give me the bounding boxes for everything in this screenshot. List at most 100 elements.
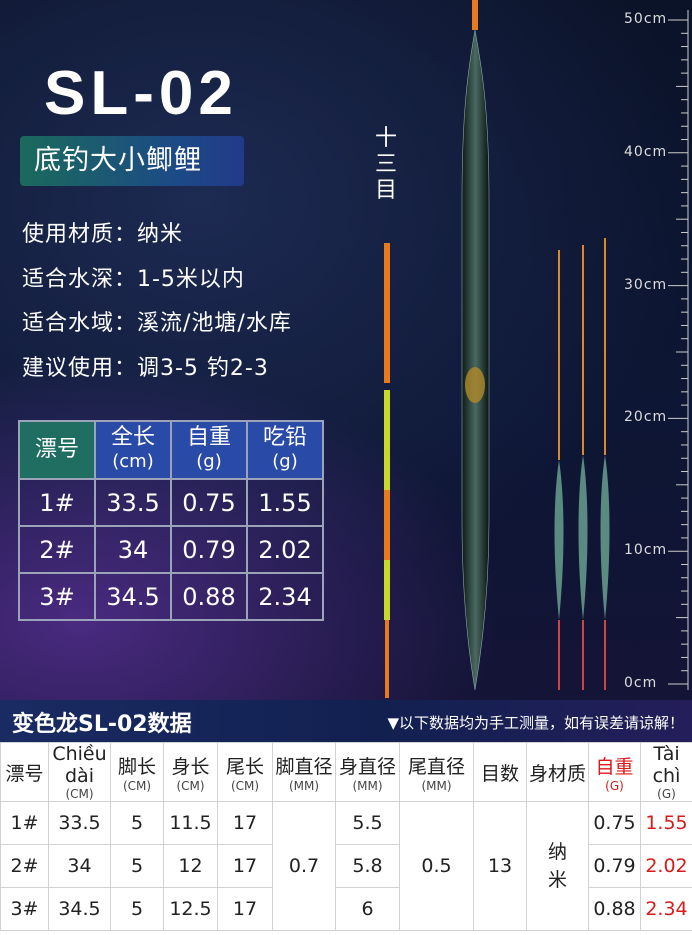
cell: 0.75 (170, 478, 248, 527)
header-unit: (g) (196, 451, 222, 472)
header-cell: 全长 (cm) (94, 420, 172, 480)
spec-line: 适合水深：1-5米以内 (22, 266, 245, 292)
header-label: 身材质 (528, 762, 586, 785)
cell: 1.55 (640, 801, 692, 845)
badge: 底钓大小鲫鲤 (20, 136, 244, 186)
cell: 1# (0, 801, 49, 845)
cell-text: 纳米 (547, 841, 567, 891)
header-unit: (g) (272, 451, 298, 472)
cell: 0.7 (272, 801, 336, 931)
header-unit: (G) (605, 778, 624, 793)
cell: 5.5 (335, 801, 400, 845)
cell: 12.5 (163, 887, 218, 931)
cell: 2.02 (246, 525, 324, 574)
cell: 34 (94, 525, 172, 574)
header-cell: 脚直径 (MM) (272, 742, 336, 802)
header-cell: 身长 (CM) (163, 742, 218, 802)
ruler-label: 0cm (624, 675, 658, 691)
header-label: 尾长 (225, 755, 264, 778)
header-unit: (MM) (288, 778, 320, 793)
cell: 2.34 (640, 887, 692, 931)
cell: 0.79 (170, 525, 248, 574)
cell: 5 (110, 844, 164, 888)
header-cell: 身直径 (MM) (335, 742, 400, 802)
header-label: 脚长 (117, 755, 156, 778)
cell: 5 (110, 887, 164, 931)
header-row: 漂号 全长 (cm) 自重 (g) 吃铅 (g) (18, 420, 324, 480)
cell: 17 (217, 844, 273, 888)
spec-line: 适合水域：溪流/池塘/水库 (22, 311, 292, 336)
banner-title: 变色龙SL-02数据 (12, 712, 192, 737)
cell: 2# (0, 844, 49, 888)
cell: 1# (18, 478, 96, 527)
spec-line: 使用材质：纳米 (22, 222, 184, 247)
header-cell: 目数 (473, 742, 527, 802)
row: 1# 33.5 5 11.5 17 0.7 5.5 0.5 13 纳米 0.75 1.55 (0, 801, 692, 931)
row: 2# 34 5 12 17 5.8 0.79 2.02 (0, 844, 692, 888)
row: 1# 33.5 0.75 1.55 (18, 478, 324, 527)
header-cell: Chiều dài (CM) (48, 742, 111, 802)
header-label: 脚直径 (275, 755, 333, 778)
header-cell: 吃铅 (g) (246, 420, 324, 480)
banner: 变色龙SL-02数据 ▼以下数据均为手工测量，如有误差请谅解！ (0, 700, 692, 742)
hero: SL-02 底钓大小鲫鲤 十三目 使用材质：纳米 适合水深：1-5米以内 适合水域：… (0, 0, 692, 700)
header-label: 身直径 (338, 755, 396, 778)
cell: 纳米 (526, 801, 589, 931)
cell: 34 (48, 844, 111, 888)
cell: 1.55 (246, 478, 324, 527)
cell: 0.79 (588, 844, 641, 888)
row: 3# 34.5 5 12.5 17 6 0.88 2.34 (0, 887, 692, 931)
header-unit: (CM) (230, 778, 260, 793)
header-cell: Tài chì (G) (640, 742, 692, 802)
header-label: 身长 (171, 755, 210, 778)
header-unit: (MM) (352, 778, 383, 793)
cell: 17 (217, 801, 273, 845)
header-label: 自重 (595, 755, 634, 778)
header-unit: (CM) (122, 778, 152, 793)
header-cell: 漂号 (0, 742, 49, 802)
cell: 13 (473, 801, 527, 931)
header-unit: (CM) (65, 787, 94, 801)
cell: 6 (335, 887, 400, 931)
header-label: 尾直径 (407, 755, 465, 778)
cell: 34.5 (94, 572, 172, 621)
ruler-label: 30cm (624, 276, 668, 293)
ruler-label: 10cm (624, 542, 668, 559)
banner-note: ▼以下数据均为手工测量，如有误差请谅解！ (387, 714, 684, 732)
header-label: 吃铅 (262, 425, 307, 450)
row: 3# 34.5 0.88 2.34 (18, 572, 324, 621)
header-label: 全长 (110, 425, 155, 450)
header-label: 目数 (480, 762, 519, 785)
header-unit: (cm) (112, 451, 154, 472)
header-cell: 漂号 (18, 420, 96, 480)
ruler-label: 50cm (624, 11, 668, 27)
header-label: Chiều dài (52, 743, 107, 787)
ruler-label: 20cm (624, 409, 668, 426)
cell: 12 (163, 844, 218, 888)
cell: 5 (110, 801, 164, 845)
row: 2# 34 0.79 2.02 (18, 525, 324, 574)
header-row: 漂号 Chiều dài (CM) 脚长 (CM) 身长 (CM) 尾长 (CM) 脚直径 (MM)… (0, 742, 692, 802)
header-label: 漂号 (34, 437, 79, 462)
float-illustration (384, 0, 689, 698)
header-unit: (CM) (176, 778, 205, 793)
header-label: 漂号 (5, 762, 44, 785)
cell: 2.34 (246, 572, 324, 621)
summary-table: 漂号 全长 (cm) 自重 (g) 吃铅 (g) 1# 33.5 0.75 1.55 2# 34 0.79… (18, 420, 324, 621)
header-cell: 身材质 (526, 742, 589, 802)
cell: 3# (0, 887, 49, 931)
header-cell: 尾长 (CM) (217, 742, 273, 802)
cell: 33.5 (48, 801, 111, 845)
header-cell: 脚长 (CM) (110, 742, 164, 802)
cell: 0.5 (399, 801, 474, 931)
cell: 34.5 (48, 887, 111, 931)
cell: 0.88 (170, 572, 248, 621)
header-cell: 尾直径 (MM) (399, 742, 474, 802)
title: SL-02 (44, 59, 238, 128)
cell: 11.5 (163, 801, 218, 845)
header-unit: (G) (657, 787, 676, 801)
cell: 5.8 (335, 844, 400, 888)
spec-line: 建议使用：调3-5 钓2-3 (22, 355, 269, 381)
cell: 0.88 (588, 887, 641, 931)
